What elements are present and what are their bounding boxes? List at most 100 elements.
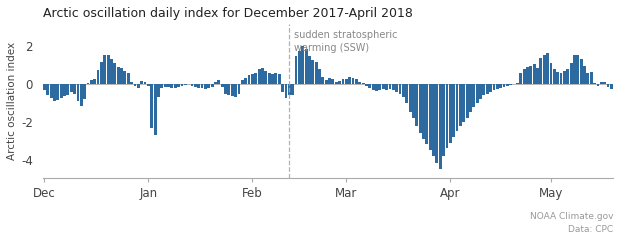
- Bar: [476, 84, 479, 103]
- Bar: [516, 83, 519, 84]
- Bar: [506, 84, 509, 86]
- Bar: [355, 79, 358, 84]
- Bar: [60, 84, 63, 98]
- Bar: [466, 84, 469, 118]
- Bar: [271, 74, 274, 84]
- Bar: [278, 74, 281, 84]
- Bar: [566, 69, 569, 84]
- Bar: [154, 84, 156, 135]
- Bar: [412, 84, 415, 118]
- Bar: [348, 77, 351, 84]
- Bar: [73, 84, 76, 94]
- Bar: [523, 69, 526, 84]
- Bar: [425, 84, 428, 144]
- Bar: [452, 84, 455, 137]
- Bar: [600, 82, 603, 84]
- Bar: [321, 77, 324, 84]
- Bar: [97, 70, 99, 84]
- Bar: [509, 84, 512, 85]
- Bar: [66, 84, 69, 95]
- Bar: [70, 84, 73, 92]
- Bar: [80, 84, 82, 106]
- Bar: [83, 84, 86, 99]
- Bar: [583, 66, 586, 84]
- Bar: [144, 82, 146, 84]
- Bar: [164, 84, 167, 87]
- Bar: [596, 84, 600, 86]
- Bar: [244, 78, 247, 84]
- Bar: [439, 84, 441, 169]
- Bar: [63, 84, 66, 96]
- Bar: [207, 84, 210, 88]
- Bar: [147, 84, 150, 86]
- Bar: [107, 55, 110, 84]
- Bar: [577, 55, 579, 84]
- Bar: [590, 72, 593, 84]
- Bar: [76, 84, 79, 101]
- Bar: [93, 78, 96, 84]
- Bar: [90, 80, 93, 84]
- Bar: [375, 84, 378, 91]
- Bar: [157, 84, 160, 97]
- Y-axis label: Arctic oscillation index: Arctic oscillation index: [7, 42, 17, 160]
- Bar: [446, 84, 448, 148]
- Bar: [593, 83, 596, 84]
- Bar: [526, 67, 529, 84]
- Bar: [442, 84, 445, 156]
- Bar: [560, 73, 562, 84]
- Bar: [368, 84, 371, 88]
- Bar: [472, 84, 476, 107]
- Bar: [358, 82, 361, 84]
- Bar: [161, 84, 163, 88]
- Bar: [167, 84, 170, 87]
- Bar: [170, 84, 174, 88]
- Bar: [418, 84, 422, 133]
- Bar: [529, 66, 533, 84]
- Text: sudden stratospheric
warming (SSW): sudden stratospheric warming (SSW): [294, 30, 398, 53]
- Bar: [489, 84, 492, 92]
- Bar: [304, 49, 308, 84]
- Bar: [56, 84, 60, 100]
- Bar: [285, 84, 288, 98]
- Bar: [520, 73, 522, 84]
- Bar: [150, 84, 153, 127]
- Bar: [190, 84, 193, 86]
- Bar: [372, 84, 374, 90]
- Bar: [110, 59, 113, 84]
- Bar: [291, 84, 294, 95]
- Bar: [606, 84, 609, 87]
- Bar: [459, 84, 462, 126]
- Bar: [361, 83, 365, 84]
- Bar: [120, 68, 123, 84]
- Bar: [43, 84, 46, 90]
- Bar: [328, 78, 331, 84]
- Bar: [486, 84, 489, 94]
- Bar: [275, 73, 277, 84]
- Bar: [389, 84, 391, 89]
- Bar: [378, 84, 381, 90]
- Bar: [395, 84, 398, 92]
- Bar: [268, 73, 270, 84]
- Bar: [345, 78, 348, 84]
- Bar: [482, 84, 485, 95]
- Bar: [241, 80, 244, 84]
- Bar: [308, 56, 311, 84]
- Bar: [325, 80, 327, 84]
- Bar: [399, 84, 401, 94]
- Bar: [335, 82, 338, 84]
- Bar: [435, 84, 438, 163]
- Bar: [382, 84, 384, 89]
- Bar: [177, 84, 180, 87]
- Bar: [87, 83, 89, 84]
- Bar: [201, 84, 203, 88]
- Bar: [338, 81, 341, 84]
- Bar: [587, 73, 590, 84]
- Bar: [264, 71, 267, 84]
- Bar: [104, 55, 106, 84]
- Bar: [580, 59, 583, 84]
- Bar: [140, 81, 143, 84]
- Bar: [50, 84, 53, 98]
- Bar: [127, 73, 130, 84]
- Bar: [218, 80, 220, 84]
- Bar: [496, 84, 498, 89]
